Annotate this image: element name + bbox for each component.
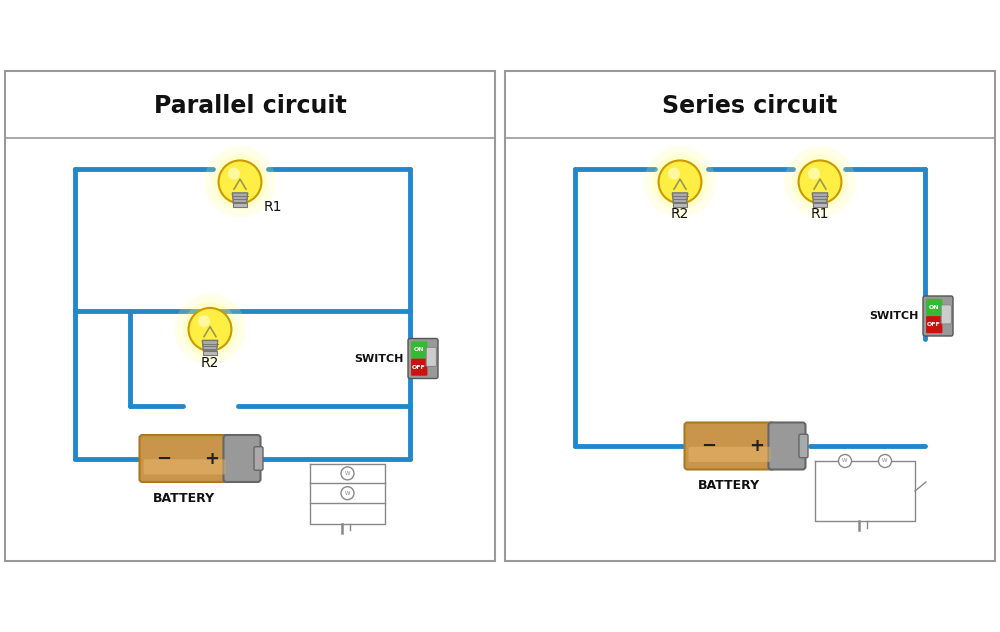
FancyBboxPatch shape [768, 423, 806, 470]
Circle shape [792, 154, 848, 209]
FancyBboxPatch shape [233, 204, 247, 207]
Circle shape [808, 167, 820, 179]
Text: W: W [345, 490, 350, 495]
FancyBboxPatch shape [144, 459, 225, 475]
Circle shape [174, 294, 246, 365]
FancyBboxPatch shape [411, 358, 427, 375]
Polygon shape [812, 193, 828, 204]
Circle shape [799, 161, 841, 204]
FancyBboxPatch shape [505, 71, 995, 561]
FancyBboxPatch shape [688, 447, 770, 462]
Circle shape [668, 167, 680, 179]
Text: R2: R2 [201, 356, 219, 370]
Text: R2: R2 [671, 207, 689, 221]
Text: ON: ON [414, 348, 424, 353]
Polygon shape [202, 341, 218, 351]
Circle shape [652, 154, 708, 209]
Polygon shape [672, 193, 688, 204]
FancyBboxPatch shape [426, 347, 436, 367]
Text: SWITCH: SWITCH [870, 311, 919, 321]
Text: R1: R1 [811, 207, 829, 221]
FancyBboxPatch shape [254, 447, 263, 470]
Text: +: + [749, 437, 764, 455]
Circle shape [189, 308, 231, 351]
Circle shape [784, 146, 856, 217]
Text: ON: ON [929, 305, 939, 310]
FancyBboxPatch shape [926, 299, 942, 316]
FancyBboxPatch shape [223, 435, 260, 482]
FancyBboxPatch shape [684, 423, 774, 470]
Text: W: W [345, 471, 350, 476]
Polygon shape [232, 193, 248, 204]
Text: BATTERY: BATTERY [698, 479, 760, 492]
Text: OFF: OFF [412, 365, 426, 370]
Circle shape [204, 146, 276, 217]
Text: −: − [156, 449, 171, 468]
Circle shape [838, 454, 852, 468]
Circle shape [659, 161, 701, 204]
FancyBboxPatch shape [813, 204, 827, 207]
Text: −: − [701, 437, 716, 455]
FancyBboxPatch shape [203, 351, 217, 355]
Text: R1: R1 [263, 200, 282, 214]
Text: Series circuit: Series circuit [662, 94, 838, 118]
Circle shape [228, 167, 240, 179]
Text: Parallel circuit: Parallel circuit [154, 94, 346, 118]
Text: W: W [882, 458, 888, 463]
Circle shape [212, 154, 268, 209]
FancyBboxPatch shape [673, 204, 687, 207]
FancyBboxPatch shape [799, 434, 808, 458]
Text: OFF: OFF [927, 322, 941, 327]
Circle shape [644, 146, 716, 217]
Text: W: W [842, 458, 848, 463]
Circle shape [341, 487, 354, 500]
FancyBboxPatch shape [408, 339, 438, 379]
FancyBboxPatch shape [923, 296, 953, 336]
FancyBboxPatch shape [941, 305, 951, 324]
Text: SWITCH: SWITCH [355, 353, 404, 363]
Circle shape [219, 161, 261, 204]
Circle shape [879, 454, 892, 468]
FancyBboxPatch shape [411, 341, 427, 358]
Text: BATTERY: BATTERY [153, 492, 215, 504]
FancyBboxPatch shape [926, 316, 942, 333]
Circle shape [341, 467, 354, 480]
FancyBboxPatch shape [5, 71, 495, 561]
Circle shape [182, 302, 238, 357]
FancyBboxPatch shape [140, 435, 229, 482]
Text: +: + [204, 449, 219, 468]
Circle shape [198, 315, 210, 327]
